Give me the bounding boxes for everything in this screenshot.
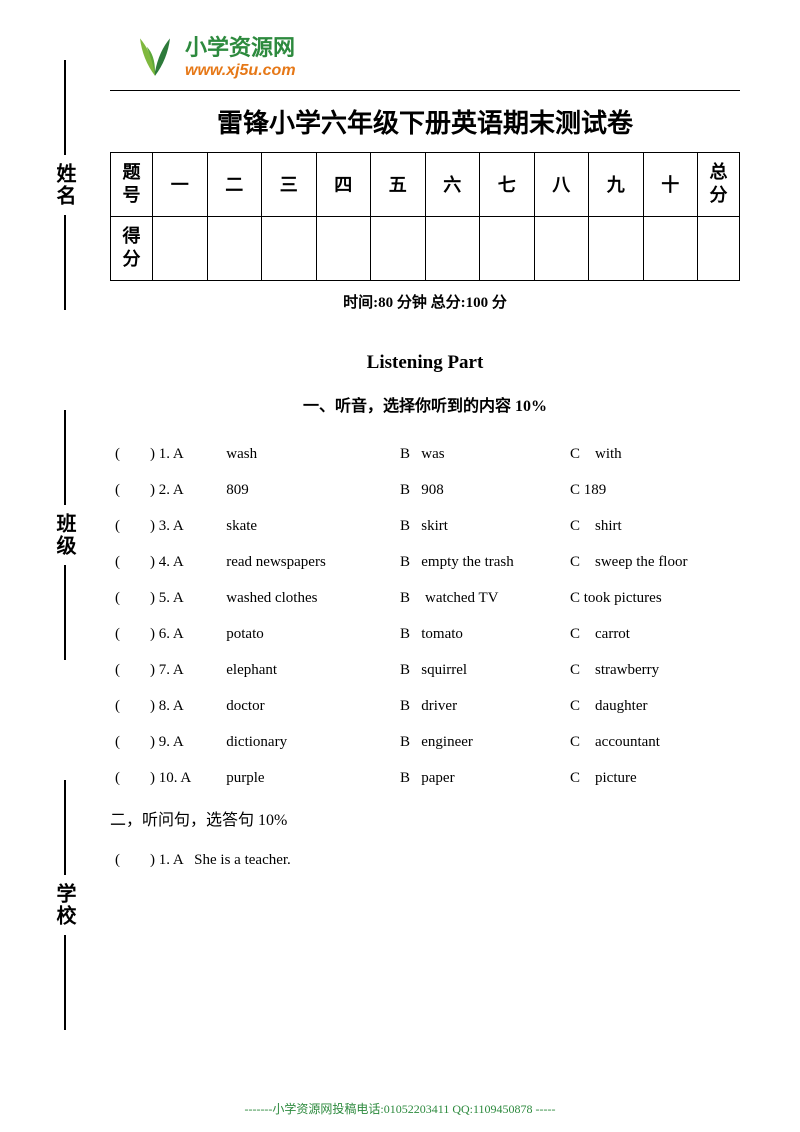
q-opt-a: wash [215, 436, 400, 472]
col-head: 一 [153, 153, 208, 217]
q-num: ( ) 5. A [115, 580, 215, 616]
q-opt-a: dictionary [215, 724, 400, 760]
question-row: ( ) 3. A skateB skirtC shirt [115, 508, 740, 544]
side-line [64, 215, 66, 310]
q-opt-b: B engineer [400, 724, 570, 760]
col-head: 七 [480, 153, 535, 217]
q-opt-a: 809 [215, 472, 400, 508]
q-opt-b: B empty the trash [400, 544, 570, 580]
logo-url-text: www.xj5u.com [185, 62, 296, 80]
questions-list: ( ) 1. A washB wasC with( ) 2. A 809B 90… [110, 436, 740, 796]
q-num: ( ) 4. A [115, 544, 215, 580]
row-label-2: 得分 [111, 216, 153, 280]
question-row: ( ) 4. A read newspapersB empty the tras… [115, 544, 740, 580]
listening-title: Listening Part [110, 352, 740, 374]
q-opt-c: C daughter [570, 688, 740, 724]
q-num: ( ) 1. A [115, 436, 215, 472]
q-num: ( ) 3. A [115, 508, 215, 544]
q-opt-c: C took pictures [570, 580, 740, 616]
q-opt-c: C carrot [570, 616, 740, 652]
logo-cn-text: 小学资源网 [185, 30, 296, 62]
question-row: ( ) 7. A elephantB squirrelC strawberry [115, 652, 740, 688]
q-num: ( ) 10. A [115, 760, 215, 796]
col-head: 二 [207, 153, 262, 217]
q-opt-b: B was [400, 436, 570, 472]
score-cell [153, 216, 208, 280]
score-cell [698, 216, 740, 280]
q-num: ( ) 2. A [115, 472, 215, 508]
score-cell [643, 216, 698, 280]
score-cell [371, 216, 426, 280]
side-label-class: 班级 [50, 513, 79, 557]
q-opt-b: B watched TV [400, 580, 570, 616]
q-opt-b: B skirt [400, 508, 570, 544]
page-title: 雷锋小学六年级下册英语期末测试卷 [110, 103, 740, 140]
side-label-school: 学校 [50, 883, 79, 927]
col-head: 六 [425, 153, 480, 217]
col-head: 十 [643, 153, 698, 217]
question-row: ( ) 10. A purpleB paperC picture [115, 760, 740, 796]
question2: ( ) 1. A She is a teacher. [110, 842, 740, 878]
score-cell [480, 216, 535, 280]
q-opt-b: B squirrel [400, 652, 570, 688]
col-head: 四 [316, 153, 371, 217]
q-opt-c: C shirt [570, 508, 740, 544]
q2-item: ( ) 1. A She is a teacher. [115, 842, 291, 878]
score-cell [589, 216, 644, 280]
q-opt-a: read newspapers [215, 544, 400, 580]
section1-title: 一、听音，选择你听到的内容 10% [110, 392, 740, 416]
side-line [64, 410, 66, 505]
q-num: ( ) 6. A [115, 616, 215, 652]
q-opt-b: B 908 [400, 472, 570, 508]
q-opt-b: B driver [400, 688, 570, 724]
q-opt-a: purple [215, 760, 400, 796]
q-opt-b: B paper [400, 760, 570, 796]
q-opt-c: C sweep the floor [570, 544, 740, 580]
q-opt-a: doctor [215, 688, 400, 724]
col-head: 九 [589, 153, 644, 217]
score-cell [262, 216, 317, 280]
total-label: 总分 [698, 153, 740, 217]
q-opt-a: skate [215, 508, 400, 544]
score-cell [316, 216, 371, 280]
q-num: ( ) 7. A [115, 652, 215, 688]
question-row: ( ) 1. A washB wasC with [115, 436, 740, 472]
question-row: ( ) 8. A doctorB driverC daughter [115, 688, 740, 724]
col-head: 八 [534, 153, 589, 217]
side-label-name: 姓名 [50, 163, 79, 207]
side-line [64, 780, 66, 875]
question-row: ( ) 5. A washed clothesB watched TVC too… [115, 580, 740, 616]
leaf-icon [130, 30, 180, 80]
score-cell [207, 216, 262, 280]
side-line [64, 60, 66, 155]
side-line [64, 935, 66, 1030]
footer-text: -------小学资源网投稿电话:01052203411 QQ:11094508… [0, 1100, 800, 1117]
q-opt-c: C accountant [570, 724, 740, 760]
row-label-1: 题号 [111, 153, 153, 217]
q-opt-c: C strawberry [570, 652, 740, 688]
q-opt-b: B tomato [400, 616, 570, 652]
col-head: 三 [262, 153, 317, 217]
time-info: 时间:80 分钟 总分:100 分 [110, 291, 740, 312]
q-num: ( ) 9. A [115, 724, 215, 760]
side-line [64, 565, 66, 660]
score-cell [425, 216, 480, 280]
logo-area: 小学资源网 www.xj5u.com [110, 30, 740, 80]
q-opt-a: elephant [215, 652, 400, 688]
q-opt-a: washed clothes [215, 580, 400, 616]
q-opt-c: C picture [570, 760, 740, 796]
col-head: 五 [371, 153, 426, 217]
question-row: ( ) 6. A potatoB tomatoC carrot [115, 616, 740, 652]
divider [110, 90, 740, 91]
q-opt-a: potato [215, 616, 400, 652]
q-opt-c: C 189 [570, 472, 740, 508]
score-table: 题号 一 二 三 四 五 六 七 八 九 十 总分 得分 [110, 152, 740, 281]
q-opt-c: C with [570, 436, 740, 472]
q-num: ( ) 8. A [115, 688, 215, 724]
question-row: ( ) 2. A 809B 908C 189 [115, 472, 740, 508]
score-cell [534, 216, 589, 280]
question-row: ( ) 9. A dictionaryB engineerC accountan… [115, 724, 740, 760]
section2-title: 二，听问句，选答句 10% [110, 806, 740, 830]
